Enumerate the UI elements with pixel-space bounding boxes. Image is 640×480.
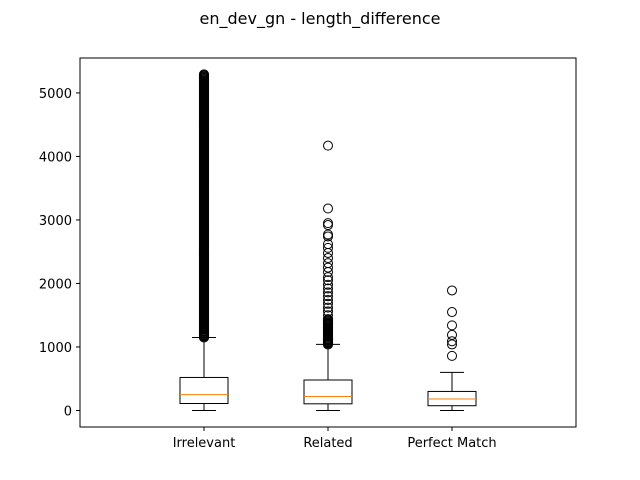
outlier-point	[323, 298, 333, 309]
outlier-point	[447, 320, 457, 331]
outlier-point	[323, 203, 333, 214]
outlier-point	[323, 287, 333, 298]
outlier-point	[323, 218, 333, 229]
chart-title: en_dev_gn - length_difference	[199, 9, 440, 29]
outlier-point	[323, 258, 333, 269]
outlier-point	[323, 247, 333, 258]
outlier-point	[323, 291, 333, 302]
outlier-point	[447, 307, 457, 318]
outlier-point	[323, 279, 333, 290]
outlier-point	[198, 69, 210, 80]
y-tick-label: 2000	[39, 277, 72, 292]
outlier-point	[323, 283, 333, 294]
outlier-point	[323, 253, 333, 264]
outlier-point	[323, 302, 333, 313]
outlier-point	[323, 306, 333, 317]
plot-area-frame	[79, 57, 577, 428]
outlier-point	[323, 239, 333, 250]
iqr-box	[303, 379, 353, 405]
outlier-point	[322, 314, 334, 325]
y-tick-label: 3000	[39, 214, 72, 229]
iqr-box	[179, 376, 229, 405]
outlier-point	[323, 272, 333, 283]
outlier-point	[323, 294, 333, 305]
x-tick-label: Related	[303, 436, 352, 451]
y-tick-label: 0	[64, 404, 72, 419]
outlier-point	[447, 285, 457, 296]
outlier-point	[447, 336, 457, 347]
outlier-point	[323, 310, 333, 321]
outlier-point	[447, 350, 457, 361]
x-tick-label: Irrelevant	[173, 436, 236, 451]
outlier-point	[323, 242, 333, 253]
y-tick-label: 1000	[39, 341, 72, 356]
outlier-point	[447, 339, 457, 350]
y-tick-label: 4000	[39, 150, 72, 165]
outlier-point	[323, 262, 333, 273]
outlier-point	[323, 140, 333, 151]
outlier-point	[447, 329, 457, 340]
outlier-point	[323, 275, 333, 286]
x-tick-label: Perfect Match	[407, 436, 496, 451]
y-tick-label: 5000	[39, 87, 72, 102]
outlier-point	[323, 229, 333, 240]
outlier-point	[323, 220, 333, 231]
